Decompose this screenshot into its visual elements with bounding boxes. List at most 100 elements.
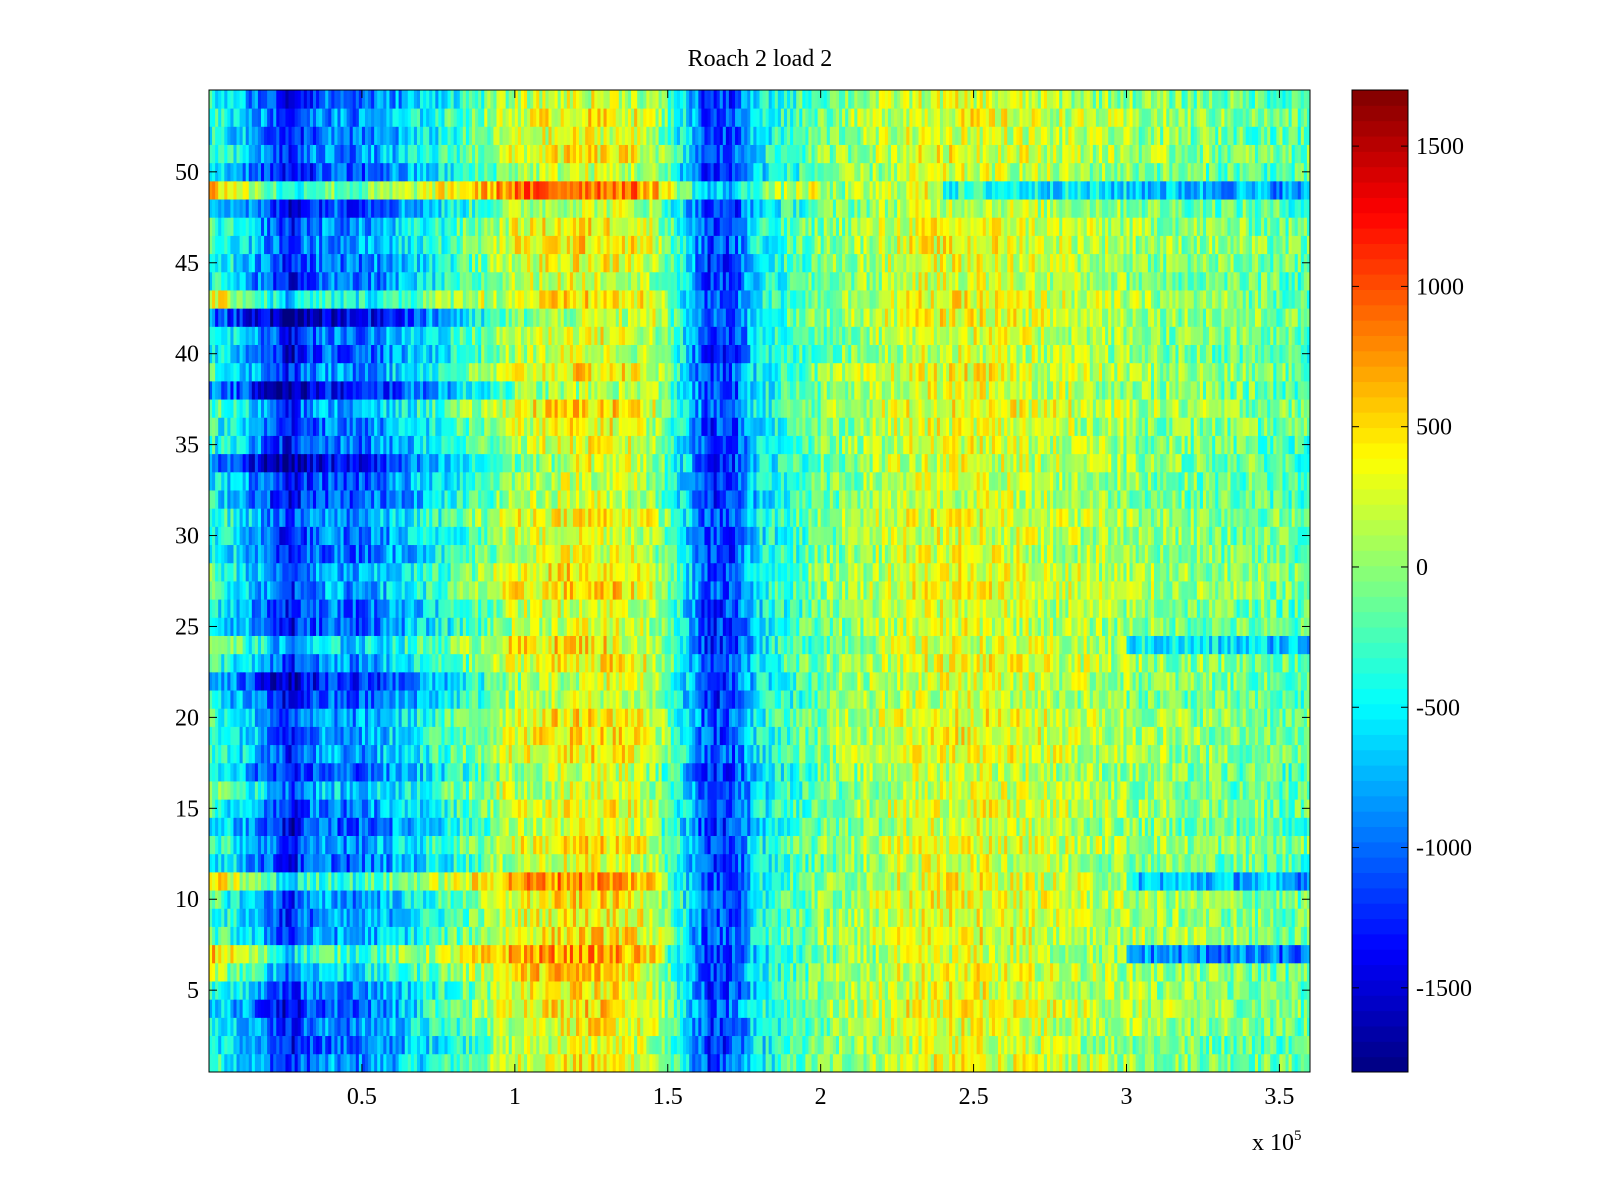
heatmap-cell <box>1004 999 1008 1018</box>
heatmap-cell <box>472 944 476 964</box>
heatmap-cell <box>1043 1017 1048 1037</box>
heatmap-cell <box>1202 981 1207 1000</box>
heatmap-cell <box>1007 944 1011 964</box>
heatmap-cell <box>239 926 244 946</box>
heatmap-cell <box>1007 817 1011 836</box>
heatmap-cell <box>303 999 308 1018</box>
heatmap-cell <box>863 908 867 927</box>
heatmap-cell <box>377 908 381 927</box>
heatmap-cell <box>264 835 268 855</box>
heatmap-cell <box>1251 999 1256 1018</box>
heatmap-cell <box>1123 908 1127 927</box>
heatmap-cell <box>551 999 555 1018</box>
heatmap-cell <box>392 1035 396 1055</box>
heatmap-cell <box>355 835 360 855</box>
heatmap-cell <box>576 890 580 909</box>
heatmap-cell <box>585 835 589 855</box>
heatmap-cell <box>1215 1017 1219 1037</box>
heatmap-cell <box>695 1053 699 1073</box>
heatmap-cell <box>1157 871 1161 891</box>
heatmap-cell <box>267 890 271 909</box>
heatmap-cell <box>1199 1053 1204 1073</box>
heatmap-cell <box>361 999 366 1018</box>
heatmap-cell <box>1138 835 1143 855</box>
heatmap-cell <box>444 817 448 836</box>
heatmap-cell <box>741 962 745 982</box>
heatmap-cell <box>695 908 699 927</box>
heatmap-cell <box>912 999 916 1018</box>
heatmap-cell <box>401 835 406 855</box>
heatmap-cell <box>1239 999 1244 1018</box>
heatmap-cell <box>533 1035 537 1055</box>
heatmap-cell <box>918 999 922 1018</box>
heatmap-cell <box>579 853 583 873</box>
heatmap-cell <box>909 1053 913 1073</box>
heatmap-cell <box>618 999 623 1018</box>
heatmap-cell <box>878 999 883 1018</box>
heatmap-cell <box>1160 817 1164 836</box>
heatmap-cell <box>309 871 314 891</box>
heatmap-cell <box>814 835 819 855</box>
heatmap-cell <box>539 962 543 982</box>
heatmap-cell <box>802 890 806 909</box>
heatmap-cell <box>982 944 987 964</box>
heatmap-cell <box>627 890 632 909</box>
heatmap-cell <box>533 1017 537 1037</box>
heatmap-cell <box>1154 981 1158 1000</box>
heatmap-cell <box>508 853 513 873</box>
heatmap-cell <box>233 871 237 891</box>
heatmap-cell <box>872 962 877 982</box>
heatmap-cell <box>285 962 289 982</box>
heatmap-cell <box>799 817 803 836</box>
heatmap-cell <box>441 926 445 946</box>
heatmap-cell <box>230 871 234 891</box>
heatmap-cell <box>1181 1035 1186 1055</box>
heatmap-cell <box>524 999 528 1018</box>
heatmap-cell <box>1007 1017 1011 1037</box>
heatmap-cell <box>291 1017 296 1037</box>
heatmap-cell <box>1150 999 1155 1018</box>
heatmap-cell <box>276 908 280 927</box>
heatmap-cell <box>291 835 296 855</box>
heatmap-cell <box>279 908 283 927</box>
heatmap-cell <box>358 1017 363 1037</box>
heatmap-cell <box>487 1017 491 1037</box>
heatmap-cell <box>1098 981 1103 1000</box>
heatmap-cell <box>215 1053 219 1073</box>
heatmap-cell <box>508 962 513 982</box>
heatmap-cell <box>472 853 476 873</box>
heatmap-cell <box>481 853 485 873</box>
heatmap-cell <box>334 835 338 855</box>
heatmap-cell <box>539 835 543 855</box>
heatmap-cell <box>637 999 641 1018</box>
heatmap-cell <box>398 962 403 982</box>
heatmap-cell <box>627 908 632 927</box>
heatmap-cell <box>270 890 274 909</box>
heatmap-cell <box>643 981 647 1000</box>
heatmap-cell <box>1154 1053 1158 1073</box>
heatmap-cell <box>465 999 470 1018</box>
heatmap-cell <box>649 926 653 946</box>
heatmap-cell <box>615 999 620 1018</box>
heatmap-cell <box>747 1053 751 1073</box>
heatmap-cell <box>854 1053 858 1073</box>
heatmap-cell <box>750 1035 754 1055</box>
heatmap-cell <box>420 835 424 855</box>
heatmap-cell <box>374 944 378 964</box>
heatmap-cell <box>646 1017 650 1037</box>
heatmap-cell <box>285 817 289 836</box>
heatmap-cell <box>597 853 601 873</box>
heatmap-cell <box>710 908 715 927</box>
heatmap-cell <box>1105 999 1109 1018</box>
heatmap-cell <box>805 853 809 873</box>
heatmap-cell <box>502 835 507 855</box>
heatmap-cell <box>502 926 507 946</box>
heatmap-cell <box>790 981 794 1000</box>
heatmap-cell <box>1031 1035 1036 1055</box>
heatmap-cell <box>377 944 381 964</box>
heatmap-cell <box>517 944 522 964</box>
heatmap-cell <box>707 835 711 855</box>
heatmap-cell <box>979 1053 984 1073</box>
heatmap-cell <box>557 835 562 855</box>
heatmap-cell <box>218 890 222 909</box>
